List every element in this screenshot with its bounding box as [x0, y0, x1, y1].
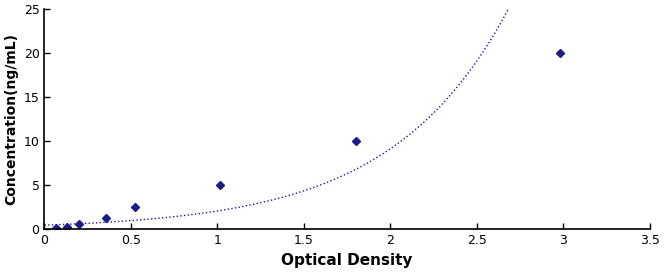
Y-axis label: Concentration(ng/mL): Concentration(ng/mL)	[4, 33, 18, 205]
X-axis label: Optical Density: Optical Density	[282, 253, 413, 268]
